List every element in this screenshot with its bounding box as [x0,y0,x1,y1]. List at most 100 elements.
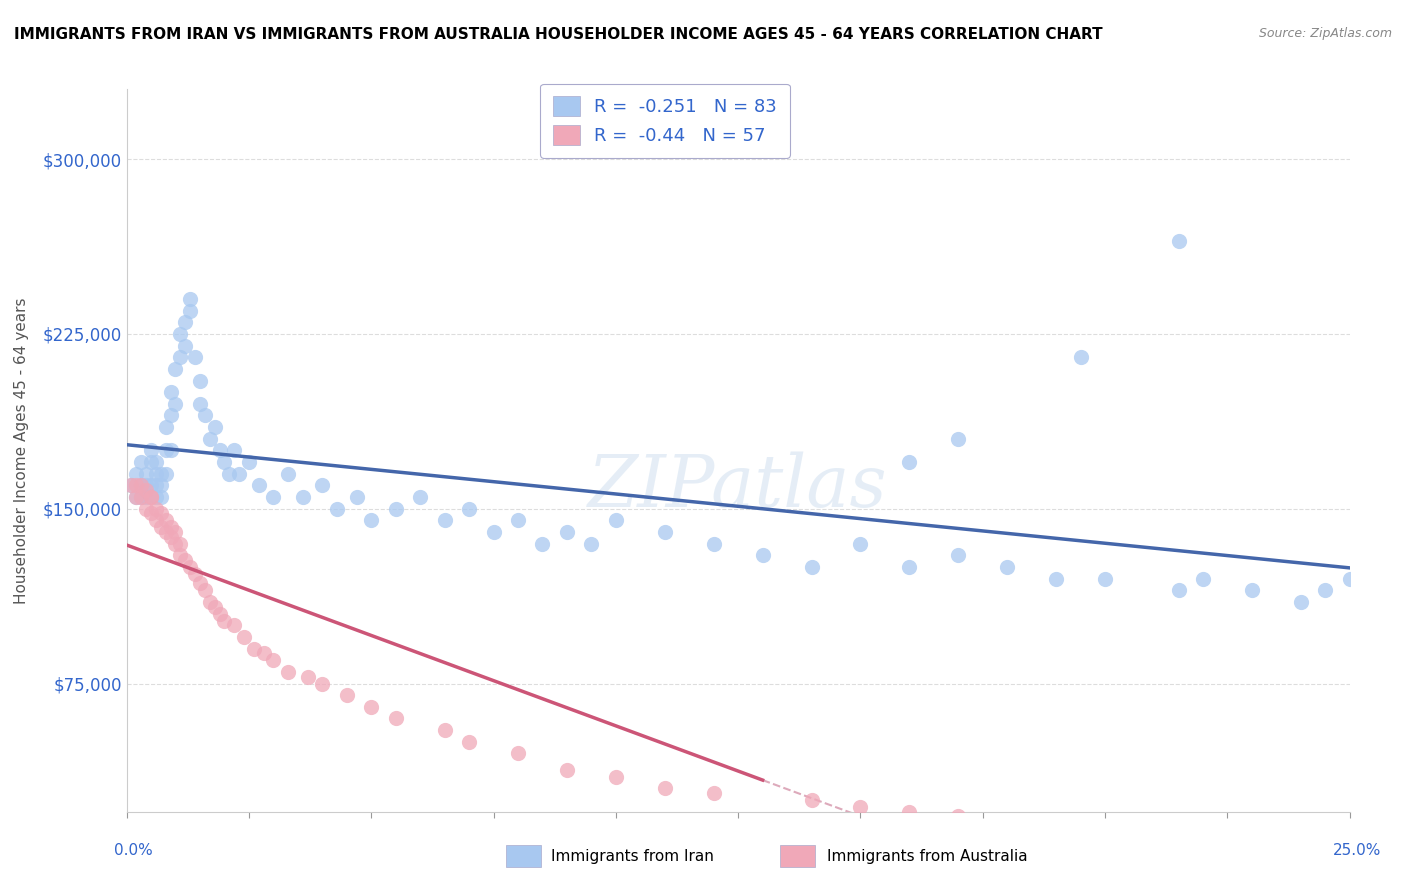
Point [252,646,274,660]
Point [145,478,167,492]
Point [169,549,191,563]
Point [1070,350,1092,364]
Point [277,467,299,481]
Point [948,432,970,446]
Point [972,816,994,830]
Point [1315,583,1337,598]
Point [898,805,921,819]
Point [139,490,162,504]
Point [703,537,725,551]
Point [898,560,921,574]
Point [433,513,456,527]
Point [179,303,201,318]
Point [849,537,872,551]
Point [204,420,226,434]
Point [179,560,201,574]
Point [360,513,382,527]
Point [145,513,167,527]
Point [198,595,221,609]
Point [165,524,187,539]
Point [169,326,191,341]
Point [174,315,197,329]
Point [129,490,152,504]
Point [174,338,197,352]
Point [360,699,382,714]
Point [194,409,217,423]
Point [1167,583,1189,598]
Point [125,490,148,504]
Point [159,530,181,544]
Text: Immigrants from Australia: Immigrants from Australia [827,849,1028,863]
Point [605,770,627,784]
Text: Source: ZipAtlas.com: Source: ZipAtlas.com [1258,27,1392,40]
Point [1289,595,1312,609]
Point [165,362,187,376]
Point [311,478,333,492]
Point [297,669,319,683]
Point [506,747,529,761]
Point [336,688,359,702]
Point [277,665,299,679]
Point [145,467,167,481]
Point [179,292,201,306]
Point [135,478,157,492]
Point [129,490,152,504]
Point [291,490,314,504]
Point [125,467,148,481]
Point [159,520,181,534]
Point [948,549,970,563]
Point [800,793,823,807]
Y-axis label: Householder Income Ages 45 - 64 years: Householder Income Ages 45 - 64 years [14,297,28,604]
Point [384,711,406,725]
Point [208,443,231,458]
Point [139,490,162,504]
Point [242,641,264,656]
Point [1143,832,1166,847]
Point [247,478,270,492]
Legend: R =  -0.251   N = 83, R =  -0.44   N = 57: R = -0.251 N = 83, R = -0.44 N = 57 [540,84,790,158]
Point [1045,572,1067,586]
Point [654,781,676,796]
Point [120,478,142,492]
Point [948,809,970,823]
Point [139,507,162,521]
Point [155,513,177,527]
Point [228,467,250,481]
Point [654,524,676,539]
Point [145,501,167,516]
Point [135,501,157,516]
Point [1070,828,1092,842]
Point [262,653,284,667]
Point [169,350,191,364]
Point [898,455,921,469]
Point [605,513,627,527]
Point [139,455,162,469]
Point [149,467,172,481]
Point [155,443,177,458]
Point [800,560,823,574]
Point [125,490,148,504]
Point [1167,234,1189,248]
Point [233,630,256,644]
Text: 25.0%: 25.0% [1333,843,1381,857]
Point [129,455,152,469]
Point [384,501,406,516]
Point [188,397,211,411]
Point [214,455,236,469]
Point [129,478,152,492]
Point [188,374,211,388]
Point [139,443,162,458]
Point [238,455,260,469]
Text: ZIPatlas: ZIPatlas [588,451,889,522]
Point [555,524,578,539]
Point [155,420,177,434]
Point [262,490,284,504]
Point [155,467,177,481]
Point [188,576,211,591]
Point [555,763,578,777]
Point [184,566,207,581]
Point [149,507,172,521]
Point [433,723,456,738]
Point [581,537,603,551]
Point [125,478,148,492]
